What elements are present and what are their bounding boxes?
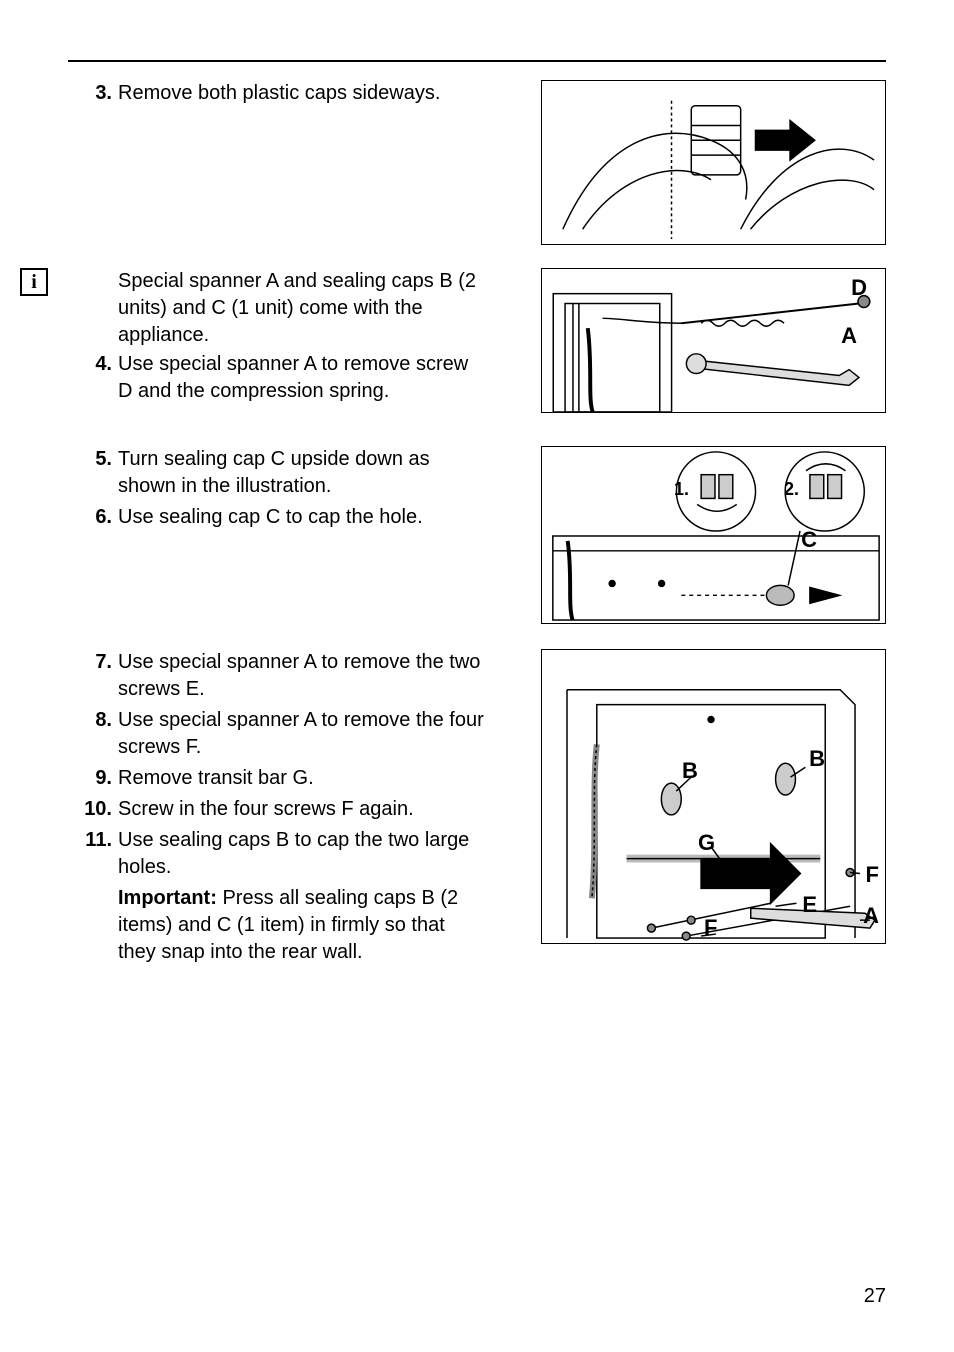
info-text: Special spanner A and sealing caps B (2 … <box>118 268 488 349</box>
figure-rear-parts: B B G F E F A <box>541 649 886 944</box>
step-number: 6. <box>78 504 112 531</box>
row-steps56: 5. Turn sealing cap C upside down as sho… <box>68 446 886 631</box>
figure-cap-c-svg <box>542 447 885 623</box>
page: 3. Remove both plastic caps sideways. <box>0 0 954 1352</box>
text-steps56: 5. Turn sealing cap C upside down as sho… <box>68 446 488 531</box>
step-number: 9. <box>78 765 112 792</box>
step-number: 10. <box>78 796 112 823</box>
step-10: 10. Screw in the four screws F again. <box>118 796 488 823</box>
step-number: 5. <box>78 446 112 473</box>
figure-remove-caps <box>541 80 886 245</box>
info-icon-glyph: i <box>31 271 37 294</box>
step-text: Use special spanner A to remove screw D … <box>118 353 468 402</box>
fig2-label-a: A <box>841 323 857 349</box>
step-number: 8. <box>78 707 112 734</box>
important-label: Important: <box>118 887 217 909</box>
row-info: i Special spanner A and sealing caps B (… <box>68 268 886 428</box>
step-5: 5. Turn sealing cap C upside down as sho… <box>118 446 488 500</box>
step-number: 4. <box>78 351 112 378</box>
figure-remove-caps-svg <box>542 81 885 244</box>
step-6: 6. Use sealing cap C to cap the hole. <box>118 504 488 531</box>
step-number: 3. <box>78 80 112 107</box>
step-text: Remove both plastic caps sideways. <box>118 82 440 104</box>
step-text: Use special spanner A to remove the two … <box>118 651 480 700</box>
step-7: 7. Use special spanner A to remove the t… <box>118 649 488 703</box>
step-text: Use special spanner A to remove the four… <box>118 709 484 758</box>
fig2-label-d: D <box>851 275 867 301</box>
step-text: Use sealing caps B to cap the two large … <box>118 829 469 878</box>
row-step3: 3. Remove both plastic caps sideways. <box>68 80 886 250</box>
text-step3: 3. Remove both plastic caps sideways. <box>68 80 488 107</box>
fig4-label-e: E <box>802 892 817 918</box>
step-number: 7. <box>78 649 112 676</box>
step-text: Screw in the four screws F again. <box>118 798 414 820</box>
fig4-label-a: A <box>863 903 879 929</box>
fig3-label-2: 2. <box>784 479 799 500</box>
text-info: Special spanner A and sealing caps B (2 … <box>68 268 488 405</box>
fig4-label-f1: F <box>866 862 879 888</box>
text-steps711: 7. Use special spanner A to remove the t… <box>68 649 488 966</box>
info-icon: i <box>20 268 48 296</box>
step-text: Turn sealing cap C upside down as shown … <box>118 448 430 497</box>
page-top-rule <box>68 60 886 62</box>
fig4-label-g: G <box>698 830 715 856</box>
step-11: 11. Use sealing caps B to cap the two la… <box>118 827 488 881</box>
step-text: Use sealing cap C to cap the hole. <box>118 506 423 528</box>
fig3-label-1: 1. <box>674 479 689 500</box>
figure-rear-parts-svg <box>542 650 885 943</box>
step-4: 4. Use special spanner A to remove screw… <box>118 351 488 405</box>
figure-spanner-d: D A <box>541 268 886 413</box>
fig3-label-c: C <box>801 527 817 553</box>
content-area: 3. Remove both plastic caps sideways. <box>68 80 886 1252</box>
important-note: Important: Press all sealing caps B (2 i… <box>118 885 488 966</box>
step-8: 8. Use special spanner A to remove the f… <box>118 707 488 761</box>
figure-cap-c: 1. 2. C <box>541 446 886 624</box>
row-steps711: 7. Use special spanner A to remove the t… <box>68 649 886 969</box>
fig4-label-b1: B <box>682 758 698 784</box>
fig4-label-f2: F <box>704 915 717 941</box>
step-9: 9. Remove transit bar G. <box>118 765 488 792</box>
figure-spanner-d-svg <box>542 269 885 412</box>
fig4-label-b2: B <box>809 746 825 772</box>
page-number: 27 <box>864 1285 886 1308</box>
step-number: 11. <box>78 827 112 854</box>
step-3: 3. Remove both plastic caps sideways. <box>118 80 488 107</box>
step-text: Remove transit bar G. <box>118 767 314 789</box>
